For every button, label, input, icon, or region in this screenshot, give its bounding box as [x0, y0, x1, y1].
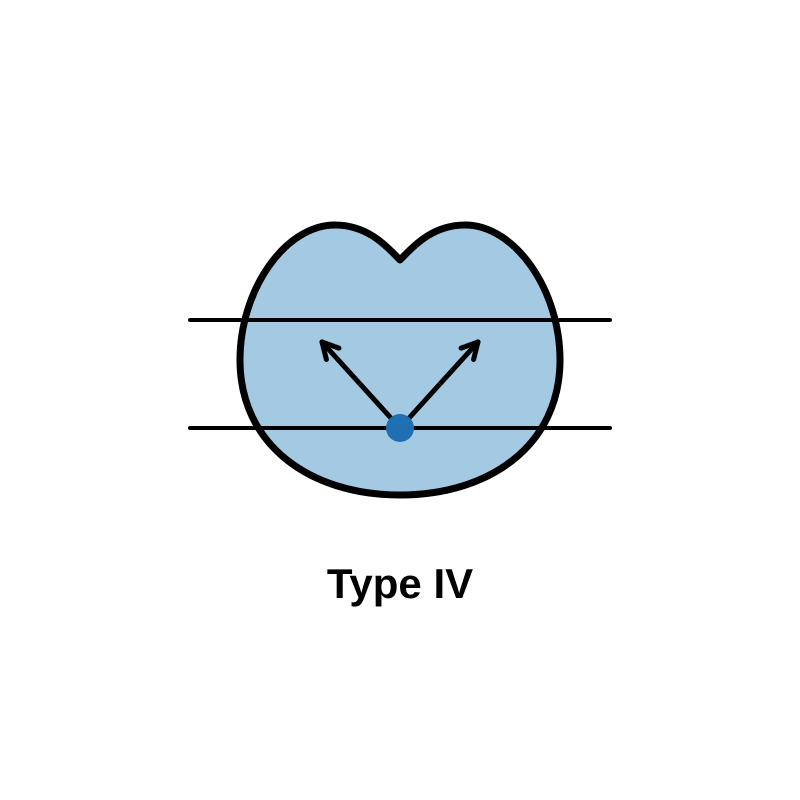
tooth-shape — [240, 225, 560, 495]
center-dot — [386, 414, 414, 442]
diagram-svg — [0, 0, 800, 800]
diagram-caption: Type IV — [0, 560, 800, 608]
diagram-stage: Type IV — [0, 0, 800, 800]
